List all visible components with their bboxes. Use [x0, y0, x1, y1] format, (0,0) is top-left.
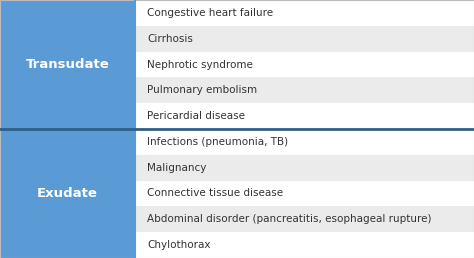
- Text: Pericardial disease: Pericardial disease: [147, 111, 245, 121]
- Text: Congestive heart failure: Congestive heart failure: [147, 8, 273, 18]
- Bar: [135, 0, 474, 26]
- Bar: [135, 77, 474, 103]
- Text: Transudate: Transudate: [26, 58, 109, 71]
- Bar: [135, 52, 474, 77]
- Text: Pulmonary embolism: Pulmonary embolism: [147, 85, 257, 95]
- Text: Malignancy: Malignancy: [147, 163, 206, 173]
- Text: Infections (pneumonia, TB): Infections (pneumonia, TB): [147, 137, 288, 147]
- Bar: [135, 103, 474, 129]
- Text: Chylothorax: Chylothorax: [147, 240, 210, 250]
- Bar: [0, 0, 135, 129]
- Bar: [135, 26, 474, 52]
- Bar: [135, 206, 474, 232]
- Text: Abdominal disorder (pancreatitis, esophageal rupture): Abdominal disorder (pancreatitis, esopha…: [147, 214, 431, 224]
- Bar: [135, 232, 474, 258]
- Text: Exudate: Exudate: [37, 187, 98, 200]
- Text: Connective tissue disease: Connective tissue disease: [147, 189, 283, 198]
- Text: Nephrotic syndrome: Nephrotic syndrome: [147, 60, 253, 69]
- Text: Cirrhosis: Cirrhosis: [147, 34, 193, 44]
- Bar: [135, 181, 474, 206]
- Bar: [135, 129, 474, 155]
- Bar: [135, 155, 474, 181]
- Bar: [0, 129, 135, 258]
